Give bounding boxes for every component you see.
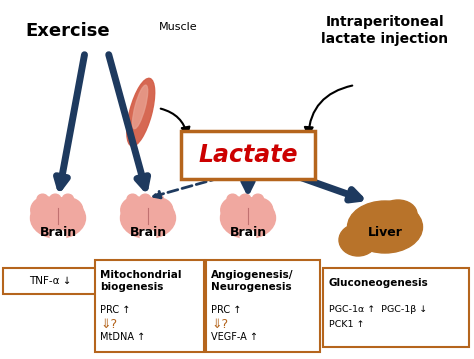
Ellipse shape — [133, 85, 148, 129]
Ellipse shape — [245, 198, 273, 222]
Ellipse shape — [240, 230, 255, 243]
Ellipse shape — [37, 194, 48, 204]
Text: Lactate: Lactate — [198, 143, 298, 167]
Text: Brain: Brain — [39, 225, 77, 238]
Ellipse shape — [50, 194, 61, 204]
Ellipse shape — [379, 200, 417, 228]
Ellipse shape — [153, 194, 164, 204]
Text: Brain: Brain — [229, 225, 266, 238]
Text: ⇓?: ⇓? — [211, 318, 228, 331]
Ellipse shape — [339, 224, 377, 256]
Ellipse shape — [252, 194, 264, 204]
FancyBboxPatch shape — [181, 131, 315, 179]
Ellipse shape — [227, 194, 238, 204]
Text: Brain: Brain — [129, 225, 166, 238]
Text: Liver: Liver — [367, 225, 402, 238]
Ellipse shape — [220, 197, 275, 238]
Ellipse shape — [140, 230, 155, 243]
Text: PGC-1α ↑  PGC-1β ↓: PGC-1α ↑ PGC-1β ↓ — [329, 305, 427, 314]
Ellipse shape — [140, 194, 151, 204]
Text: Exercise: Exercise — [26, 22, 110, 40]
Ellipse shape — [347, 201, 422, 253]
Ellipse shape — [145, 198, 173, 222]
Text: Intraperitoneal
lactate injection: Intraperitoneal lactate injection — [321, 15, 448, 46]
FancyBboxPatch shape — [3, 268, 97, 294]
Text: MtDNA ↑: MtDNA ↑ — [100, 332, 145, 342]
Text: Angiogenesis/
Neurogenesis: Angiogenesis/ Neurogenesis — [211, 270, 293, 292]
Text: VEGF-A ↑: VEGF-A ↑ — [211, 332, 258, 342]
Ellipse shape — [31, 197, 61, 223]
Text: Muscle: Muscle — [159, 22, 197, 32]
Ellipse shape — [121, 197, 151, 223]
Ellipse shape — [240, 194, 251, 204]
Ellipse shape — [127, 78, 155, 146]
Ellipse shape — [63, 194, 73, 204]
FancyBboxPatch shape — [323, 268, 469, 347]
Text: PCK1 ↑: PCK1 ↑ — [329, 320, 365, 329]
Ellipse shape — [50, 230, 66, 243]
Ellipse shape — [127, 194, 138, 204]
Ellipse shape — [55, 198, 83, 222]
Text: ⇓?: ⇓? — [100, 318, 117, 331]
Text: PRC ↑: PRC ↑ — [211, 305, 241, 315]
Ellipse shape — [221, 197, 251, 223]
Text: TNF-α ↓: TNF-α ↓ — [29, 276, 71, 286]
Text: Mitochondrial
biogenesis: Mitochondrial biogenesis — [100, 270, 182, 292]
FancyBboxPatch shape — [206, 260, 320, 352]
Ellipse shape — [120, 197, 175, 238]
Text: PRC ↑: PRC ↑ — [100, 305, 130, 315]
FancyBboxPatch shape — [95, 260, 204, 352]
Ellipse shape — [30, 197, 85, 238]
Text: Gluconeogenesis: Gluconeogenesis — [329, 278, 429, 288]
